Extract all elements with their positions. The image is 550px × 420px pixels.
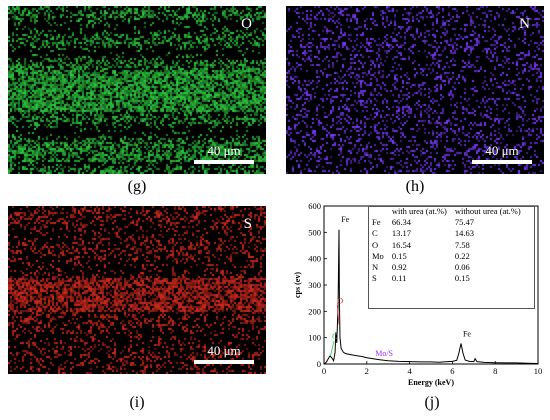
table-row: C 13.17 14.63 [368, 228, 525, 239]
scale-bar-label: 40 μm [485, 143, 519, 158]
scale-bar-label: 40 μm [207, 343, 241, 358]
x-tick-label: 0 [322, 366, 326, 376]
peak-label: O [337, 296, 343, 305]
y-tick-label: 400 [308, 254, 321, 264]
table-cell: Mo [372, 250, 384, 261]
c-peak-pointer [330, 340, 335, 357]
table-cell: C [372, 228, 378, 239]
table-cell: N [372, 262, 379, 273]
x-tick-label: 6 [450, 366, 454, 376]
caption-h: (h) [405, 178, 425, 195]
nitrogen-map-image [286, 6, 544, 174]
table-row: O 16.54 7.58 [368, 240, 525, 251]
x-tick-label: 8 [493, 366, 497, 376]
scale-bar: 40 μm [194, 144, 254, 164]
y-tick-label: 500 [308, 227, 321, 237]
y-axis-title: cps (ev) [293, 272, 302, 298]
spectrum-line [323, 229, 539, 365]
table-cell: 0.11 [391, 273, 407, 284]
table-cell: 0.92 [391, 262, 407, 273]
oxygen-map-image [8, 6, 266, 174]
table-header-cell: without urea (at.%) [454, 206, 521, 217]
scale-bar: 40 μm [194, 344, 254, 364]
table-cell: 0.06 [454, 262, 470, 273]
eds-map-oxygen: O 40 μm [8, 6, 266, 174]
eds-map-sulfur: S 40 μm [8, 206, 266, 374]
x-tick-label: 2 [365, 366, 369, 376]
composition-table-frame [368, 206, 535, 309]
scale-bar-label: 40 μm [207, 143, 241, 158]
caption-i: (i) [129, 394, 145, 411]
table-header-cell: with urea (at.%) [391, 206, 447, 217]
x-tick-label: 10 [534, 366, 543, 376]
peak-label: Fe [463, 329, 471, 338]
table-cell: 0.15 [454, 273, 470, 284]
y-tick-label: 0 [317, 359, 321, 369]
scale-bar: 40 μm [472, 144, 532, 164]
eds-map-nitrogen: N 40 μm [286, 6, 544, 174]
table-header-row: with urea (at.%) without urea (at.%) [368, 206, 525, 217]
x-tick-label: 4 [407, 366, 412, 376]
composition-table: with urea (at.%) without urea (at.%) Fe 66.… [368, 206, 525, 284]
peak-label: Fe [341, 215, 349, 224]
table-cell: 0.22 [454, 250, 470, 261]
element-label-n: N [519, 16, 530, 32]
table-cell: Fe [372, 217, 381, 228]
table-row: S 0.11 0.15 [368, 273, 525, 284]
table-cell: 66.34 [391, 217, 411, 228]
table-cell: S [372, 273, 377, 284]
y-tick-label: 300 [308, 280, 321, 290]
caption-j: (j) [424, 394, 440, 411]
table-row: Mo 0.15 0.22 [368, 251, 525, 262]
sulfur-map-image [8, 206, 266, 374]
peak-label: Mo/S [375, 349, 393, 358]
y-tick-label: 200 [308, 306, 321, 316]
table-cell: 16.54 [391, 239, 411, 250]
x-axis-title: Energy (keV) [408, 378, 454, 387]
table-row: Fe 66.34 75.47 [368, 217, 525, 228]
o-peak-pointer [336, 305, 340, 325]
caption-g: (g) [127, 178, 147, 195]
table-cell: 13.17 [391, 228, 411, 239]
table-header-cell [368, 206, 388, 217]
element-label-o: O [241, 16, 252, 32]
scale-bar-line [472, 160, 532, 164]
table-cell: 75.47 [454, 217, 474, 228]
table-row: N 0.92 0.06 [368, 262, 525, 273]
scale-bar-line [194, 360, 254, 364]
element-label-s: S [243, 216, 252, 232]
table-cell: 0.15 [391, 250, 407, 261]
table-cell: O [372, 239, 379, 250]
peak-label: C [332, 332, 337, 341]
table-cell: 7.58 [454, 239, 470, 250]
y-tick-label: 100 [308, 333, 321, 343]
table-cell: 14.63 [454, 228, 474, 239]
y-tick-label: 600 [308, 201, 321, 211]
scale-bar-line [194, 160, 254, 164]
